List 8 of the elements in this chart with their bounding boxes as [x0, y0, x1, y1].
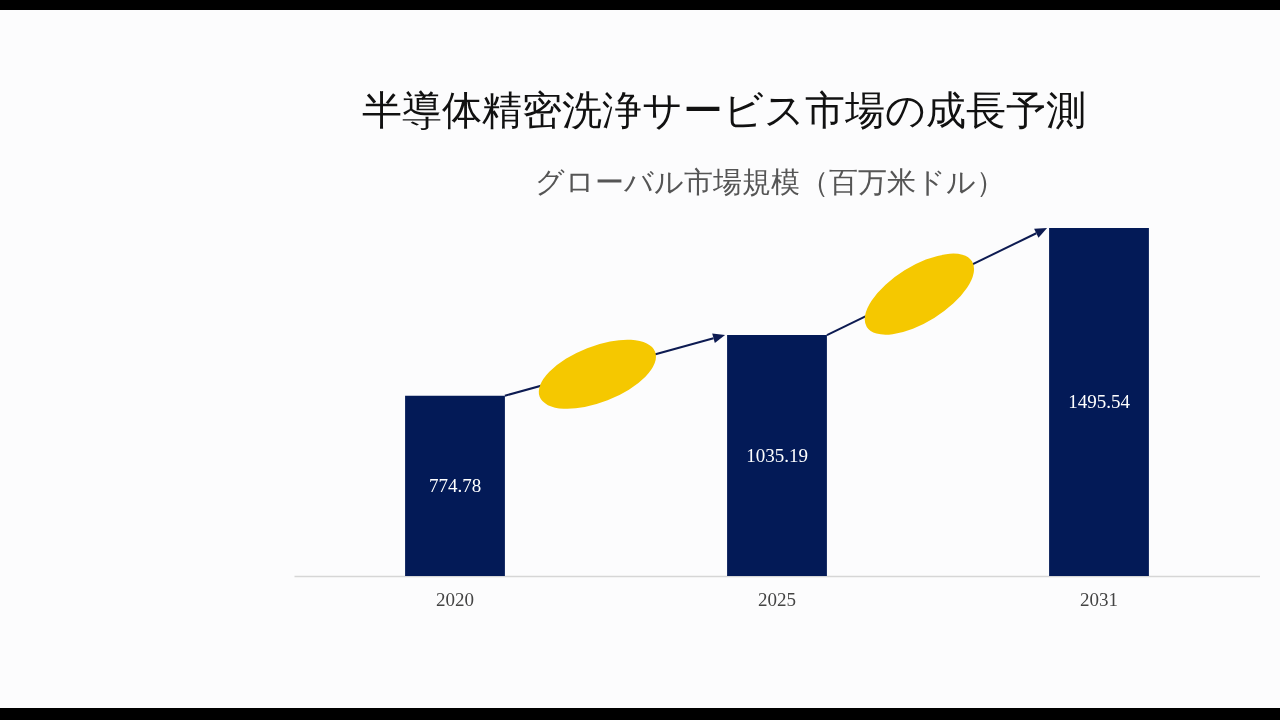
- x-tick-label: 2025: [758, 588, 796, 610]
- data-label: 1495.54: [1068, 391, 1131, 412]
- chart-title: 半導体精密洗浄サービス市場の成長予測: [361, 87, 1087, 133]
- x-tick-label: 2031: [1080, 588, 1118, 610]
- data-label: 774.78: [428, 474, 482, 496]
- chart-subtitle: グローバル市場規模（百万米ドル）: [534, 165, 1006, 199]
- data-label: 1035.19: [746, 444, 808, 466]
- x-tick-label: 2020: [436, 588, 474, 610]
